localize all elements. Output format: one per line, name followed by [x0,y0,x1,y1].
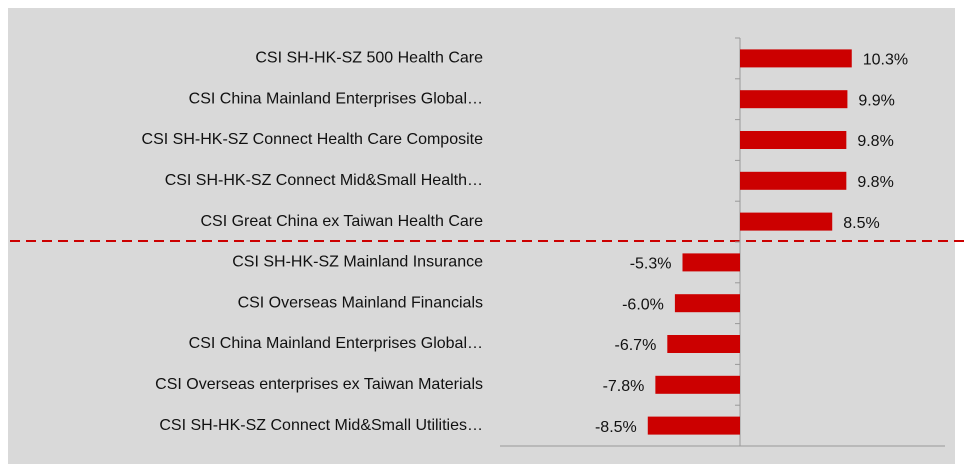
value-label: 9.8% [857,133,893,150]
category-label: CSI China Mainland Enterprises Global… [189,335,483,352]
bar [667,335,740,353]
category-label: CSI Great China ex Taiwan Health Care [200,213,483,230]
category-label: CSI SH-HK-SZ Mainland Insurance [232,254,483,271]
category-label: CSI SH-HK-SZ Connect Mid&Small Utilities… [159,417,483,434]
bar [682,253,740,272]
value-label: -6.7% [615,337,657,354]
bar [740,90,848,109]
bar [674,294,740,313]
value-label: 8.5% [843,215,879,232]
value-label: 9.8% [857,174,893,191]
plot-background [8,8,955,464]
bar [647,416,740,435]
bar [740,131,847,149]
bar [740,212,833,231]
value-label: 10.3% [863,52,908,69]
value-label: -6.0% [622,296,664,313]
category-label: CSI Overseas Mainland Financials [238,294,483,311]
category-label: CSI SH-HK-SZ Connect Health Care Composi… [142,131,484,148]
value-label: -8.5% [595,419,637,436]
category-label: CSI SH-HK-SZ 500 Health Care [255,50,483,67]
category-label: CSI China Mainland Enterprises Global… [189,90,483,107]
bar [740,171,847,190]
value-label: -7.8% [603,378,645,395]
bar [740,49,852,68]
category-label: CSI SH-HK-SZ Connect Mid&Small Health… [165,172,483,189]
category-label: CSI Overseas enterprises ex Taiwan Mater… [155,376,483,393]
bar [655,375,740,394]
value-label: -5.3% [630,256,672,273]
value-label: 9.9% [858,92,894,109]
